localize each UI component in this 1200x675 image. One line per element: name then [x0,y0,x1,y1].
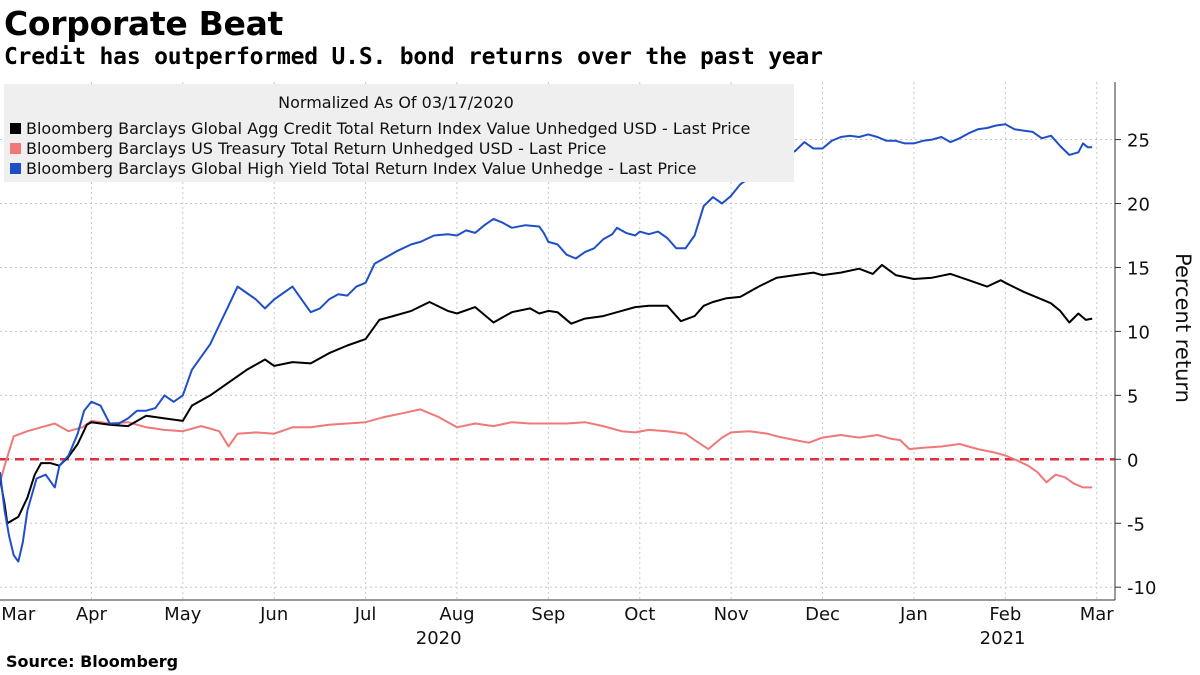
x-year-label: 2020 [416,628,462,649]
legend: Normalized As Of 03/17/2020 Bloomberg Bar… [4,84,794,182]
high-yield-series-line [0,123,1093,563]
legend-title: Normalized As Of 03/17/2020 [278,93,514,112]
x-tick-label: Aug [439,604,474,625]
legend-entry-label: Bloomberg Barclays Global Agg Credit Tot… [26,119,750,138]
legend-swatch [10,163,21,174]
x-tick-label: Jun [259,604,288,625]
treasury-series-line [0,408,1093,489]
y-axis-label: Percent return [1171,253,1195,403]
x-tick-label: Nov [714,604,749,625]
y-tick-label: 15 [1127,258,1150,279]
chart-title: Corporate Beat [4,4,284,43]
x-tick-label: Mar [1,604,36,625]
y-tick-label: 0 [1127,450,1138,471]
y-tick-label: 5 [1127,386,1138,407]
x-tick-label: May [164,604,202,625]
y-tick-label: -5 [1127,514,1145,535]
x-tick-label: Oct [624,604,655,625]
x-year-label: 2021 [980,628,1026,649]
x-tick-label: Sep [531,604,565,625]
x-tick-label: Feb [989,604,1021,625]
x-tick-label: Apr [76,604,108,625]
x-tick-label: Dec [805,604,840,625]
y-tick-label: 10 [1127,322,1150,343]
source-note: Source: Bloomberg [6,652,179,671]
y-tick-label: 20 [1127,195,1150,216]
legend-swatch [10,123,21,134]
x-tick-label: Mar [1080,604,1115,625]
x-tick-label: Jul [354,604,377,625]
x-tick-label: Jan [899,604,928,625]
legend-background [4,84,794,182]
series-lines [0,123,1093,563]
y-tick-label: -10 [1127,578,1156,599]
y-tick-label: 25 [1127,131,1150,152]
chart-subtitle: Credit has outperformed U.S. bond return… [4,44,823,70]
legend-swatch [10,143,21,154]
legend-entry-label: Bloomberg Barclays Global High Yield Tot… [26,159,696,178]
legend-entry-label: Bloomberg Barclays US Treasury Total Ret… [26,139,606,158]
credit-series-line [0,263,1093,525]
axes: -10 -5 0 5 10 15 20 25 Mar Apr May Jun Jul Aug Sep Oct N… [0,82,1195,649]
